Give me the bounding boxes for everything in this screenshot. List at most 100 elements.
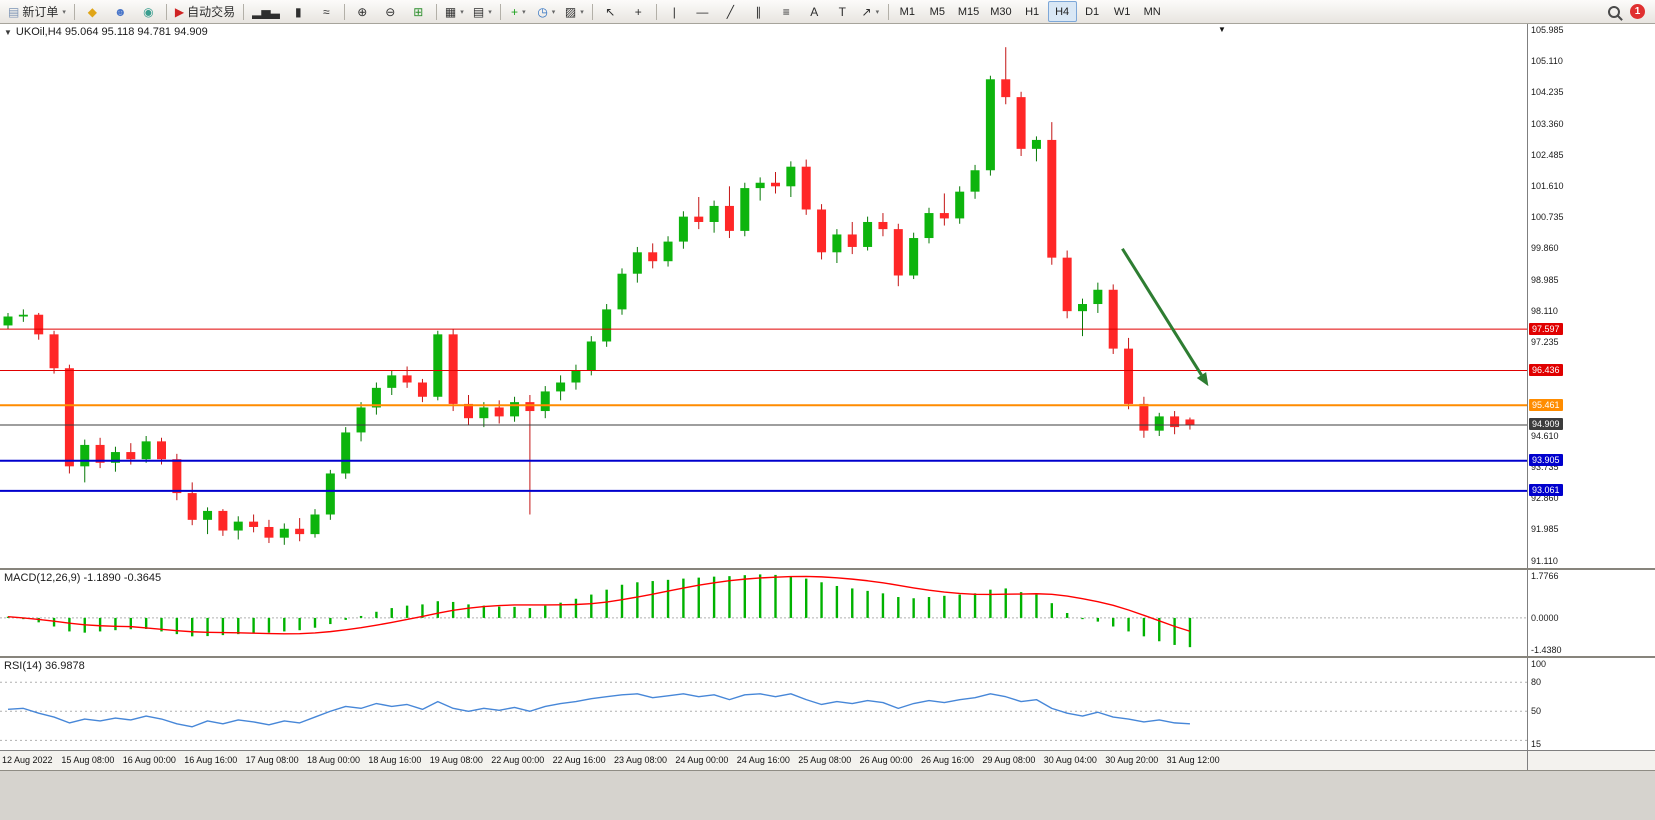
auto-trading-button[interactable]: ▶ 自动交易 <box>171 1 239 22</box>
time-axis-label: 22 Aug 16:00 <box>552 755 606 765</box>
cursor-button[interactable]: ↖ <box>597 1 624 22</box>
ohlc-bars-icon: ▂▅▃ <box>252 4 280 19</box>
time-axis-label: 15 Aug 08:00 <box>61 755 115 765</box>
periods-button[interactable]: ◷ ▾ <box>533 1 560 22</box>
time-axis-label: 29 Aug 08:00 <box>982 755 1036 765</box>
chart-shift-marker-icon[interactable]: ▼ <box>1218 25 1226 34</box>
timeframe-h4-button-label: H4 <box>1055 5 1070 18</box>
timeframe-m1-button[interactable]: M1 <box>893 1 922 22</box>
vertical-line-icon: | <box>672 4 676 19</box>
profile-button[interactable]: ☻ <box>107 1 134 22</box>
rsi-pane[interactable]: RSI(14) 36.9878 <box>0 658 1527 750</box>
time-axis-label: 12 Aug 2022 <box>2 755 53 765</box>
time-axis-label: 26 Aug 16:00 <box>921 755 975 765</box>
templates-button[interactable]: ▨ ▾ <box>561 1 588 22</box>
layout-icon: ▤ <box>472 4 485 19</box>
mql-community-button[interactable]: ◆ <box>79 1 106 22</box>
panel-splitter[interactable] <box>0 656 1655 658</box>
macd-axis-label: 1.7766 <box>1531 571 1559 581</box>
time-axis-label: 18 Aug 16:00 <box>368 755 422 765</box>
rsi-axis-label: 100 <box>1531 659 1547 669</box>
timeframe-h1-button[interactable]: H1 <box>1018 1 1047 22</box>
candlestick-type-button[interactable]: ▮ <box>285 1 312 22</box>
pointer-arrow-icon: ↖ <box>605 4 616 19</box>
time-axis-label: 25 Aug 08:00 <box>798 755 852 765</box>
time-axis-label: 18 Aug 00:00 <box>307 755 361 765</box>
tile-windows-button[interactable]: ⊞ <box>405 1 432 22</box>
arrange-windows-button[interactable]: ▦ ▾ <box>441 1 468 22</box>
price-axis-label: 93.735 <box>1531 461 1559 472</box>
letter-a-icon: A <box>810 4 819 19</box>
time-axis[interactable]: 12 Aug 2022 15 Aug 08:00 16 Aug 00:00 16 Au… <box>0 750 1527 770</box>
vertical-line-button[interactable]: | <box>661 1 688 22</box>
macd-pane[interactable]: MACD(12,26,9) -1.1890 -0.3645 <box>0 570 1527 656</box>
bar-chart-type-button[interactable]: ▂▅▃ <box>248 1 284 22</box>
timeframe-m5-button[interactable]: M5 <box>923 1 952 22</box>
profiles-list-button[interactable]: ▤ ▾ <box>469 1 496 22</box>
parallel-lines-icon: ∥ <box>755 4 762 19</box>
main-chart-pane[interactable]: ▼ UKOil,H4 95.064 95.118 94.781 94.909 ▼ <box>0 24 1527 568</box>
price-axis-label: 98.985 <box>1531 274 1559 285</box>
new-order-icon: ▤ <box>8 4 20 19</box>
timeframe-m30-button[interactable]: M30 <box>985 1 1016 22</box>
timeframe-m30-button-label: M30 <box>990 5 1012 18</box>
timeframe-m5-button-label: M5 <box>929 5 945 18</box>
price-axis-label: 97.235 <box>1531 337 1559 348</box>
horizontal-line-button[interactable]: — <box>689 1 716 22</box>
timeframe-h4-button[interactable]: H4 <box>1047 1 1077 22</box>
market-watch-button[interactable]: ◉ <box>135 1 162 22</box>
time-axis-label: 31 Aug 12:00 <box>1166 755 1220 765</box>
line-chart-type-button[interactable]: ≈ <box>313 1 340 22</box>
rsi-header: RSI(14) 36.9878 <box>4 660 85 672</box>
macd-axis[interactable]: 1.7766 0.0000 -1.4380 <box>1527 570 1655 656</box>
zoom-out-button[interactable]: ⊖ <box>377 1 404 22</box>
timeframe-d1-button[interactable]: D1 <box>1078 1 1107 22</box>
channel-button[interactable]: ∥ <box>745 1 772 22</box>
candlestick-icon: ▮ <box>295 4 302 19</box>
notification-badge[interactable]: 1 <box>1630 4 1645 19</box>
timeframe-mn-button-label: MN <box>1143 5 1161 18</box>
trend-arrow-annotation[interactable] <box>1121 247 1209 387</box>
rsi-axis[interactable]: 100 80 50 15 <box>1527 658 1655 750</box>
chevron-down-icon: ▾ <box>62 8 66 16</box>
quick-trade-collapse-icon[interactable]: ▼ <box>4 27 12 37</box>
text-label-button[interactable]: T <box>829 1 856 22</box>
toolbar-separator <box>435 3 437 20</box>
crosshair-button[interactable]: + <box>625 1 652 22</box>
fibonacci-icon: ≡ <box>782 4 790 19</box>
fibonacci-button[interactable]: ≡ <box>773 1 800 22</box>
main-toolbar: ▤ 新订单 ▾ ◆ ☻ ◉ ▶ 自动交易 ▂▅▃ ▮ ≈ ⊕ ⊖ ⊞ ▦ ▾ ▤ ▾ + ▾ ◷ ▾ ▨ ▾ ↖ + | — ╱ ∥ ≡ A T… <box>0 0 1655 24</box>
person-icon: ☻ <box>114 4 127 19</box>
new-order-button[interactable]: ▤ 新订单 ▾ <box>4 1 70 22</box>
timeframe-mn-button[interactable]: MN <box>1138 1 1167 22</box>
macd-axis-label: 0.0000 <box>1531 612 1559 623</box>
time-axis-label: 26 Aug 00:00 <box>859 755 913 765</box>
letter-t-icon: T <box>838 4 846 19</box>
candlestick-chart[interactable] <box>0 24 1527 568</box>
rsi-chart <box>0 681 1527 741</box>
arrange-grid-icon: ▦ <box>444 4 457 19</box>
timeframe-d1-button-label: D1 <box>1085 5 1100 18</box>
search-button[interactable] <box>1600 1 1627 22</box>
panel-splitter[interactable] <box>0 568 1655 570</box>
timeframe-w1-button[interactable]: W1 <box>1108 1 1137 22</box>
macd-chart <box>0 574 1527 648</box>
price-tag: 95.461 <box>1529 398 1563 411</box>
price-axis[interactable]: 105.985 105.110 104.235 103.360 102.485 101.6… <box>1527 24 1655 568</box>
axis-corner <box>1527 750 1655 770</box>
arrows-tool-button[interactable]: ↗ ▾ <box>857 1 884 22</box>
price-axis-label: 105.985 <box>1531 24 1564 35</box>
price-tag: 97.597 <box>1529 322 1563 335</box>
price-tag: 94.909 <box>1529 418 1563 431</box>
arrow-up-right-icon: ↗ <box>861 4 872 19</box>
trendline-button[interactable]: ╱ <box>717 1 744 22</box>
zoom-in-button[interactable]: ⊕ <box>349 1 376 22</box>
plus-icon: + <box>511 4 519 19</box>
timeframe-m15-button-label: M15 <box>957 5 980 18</box>
timeframe-m15-button[interactable]: M15 <box>953 1 984 22</box>
zoom-out-icon: ⊖ <box>385 4 396 19</box>
text-button[interactable]: A <box>801 1 828 22</box>
add-indicator-button[interactable]: + ▾ <box>505 1 532 22</box>
time-axis-label: 24 Aug 00:00 <box>675 755 729 765</box>
chart-title: UKOil,H4 95.064 95.118 94.781 94.909 <box>15 26 208 38</box>
